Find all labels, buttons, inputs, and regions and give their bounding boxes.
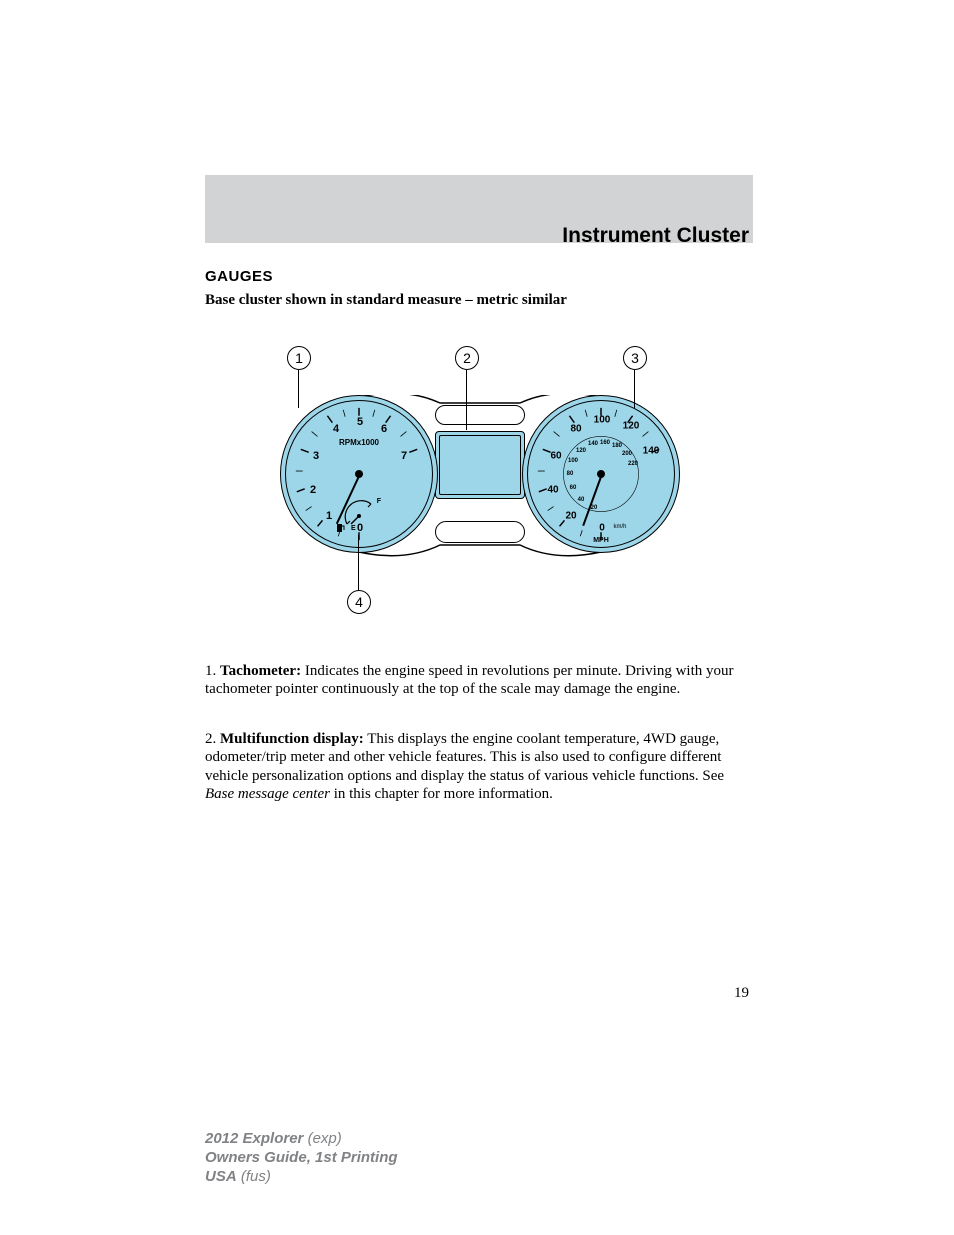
fuel-gauge: F E	[339, 494, 379, 534]
mph-label: MPH	[593, 537, 609, 544]
tach-num-4: 4	[333, 423, 339, 435]
kmh-label: km/h	[613, 524, 626, 530]
kmh-100: 100	[568, 458, 578, 464]
mph-60: 60	[550, 451, 561, 462]
p2-bold: Multifunction display:	[220, 731, 364, 747]
callout-3: 3	[623, 346, 647, 370]
p2-italic: Base message center	[205, 786, 330, 802]
speedo-center	[597, 470, 605, 478]
p1-num: 1.	[205, 663, 220, 679]
footer-line-2: Owners Guide, 1st Printing	[205, 1149, 398, 1168]
multifunction-display	[435, 431, 525, 499]
callout-line-2	[466, 370, 467, 430]
footer-l1-bold: 2012 Explorer	[205, 1130, 303, 1147]
footer-line-1: 2012 Explorer (exp)	[205, 1130, 398, 1149]
tach-num-7: 7	[401, 450, 407, 462]
page-number: 19	[734, 985, 749, 1002]
fuel-pump-icon	[335, 522, 347, 534]
tach-num-3: 3	[313, 450, 319, 462]
bottom-indicator-strip	[435, 521, 525, 543]
footer-l3-rest: (fus)	[237, 1168, 271, 1185]
rpm-label: RPMx1000	[339, 438, 379, 447]
fuel-empty-label: E	[351, 525, 356, 532]
subheading: Base cluster shown in standard measure –…	[205, 292, 567, 309]
tach-num-6: 6	[381, 423, 387, 435]
mph-100: 100	[594, 415, 611, 426]
footer-l3-bold: USA	[205, 1168, 237, 1185]
kmh-20: 20	[591, 505, 598, 511]
footer-l2-bold: Owners Guide, 1st Printing	[205, 1149, 398, 1166]
p2-num: 2.	[205, 731, 220, 747]
p1-bold: Tachometer:	[220, 663, 301, 679]
callout-1: 1	[287, 346, 311, 370]
gauges-heading: GAUGES	[205, 268, 273, 285]
footer-line-3: USA (fus)	[205, 1168, 398, 1187]
mph-20: 20	[565, 511, 576, 522]
kmh-120: 120	[576, 448, 586, 454]
kmh-220: 220	[628, 461, 638, 467]
tachometer-gauge: 0 1 2 3 4 5 6 7 RPMx1000 F E	[280, 395, 438, 553]
top-indicator-strip	[435, 405, 525, 425]
tach-num-5: 5	[357, 416, 363, 428]
center-panel	[440, 413, 520, 541]
tach-num-1: 1	[326, 510, 332, 522]
callout-4: 4	[347, 590, 371, 614]
callout-2: 2	[455, 346, 479, 370]
mph-40: 40	[547, 485, 558, 496]
cluster-body: 0 1 2 3 4 5 6 7 RPMx1000 F E	[275, 395, 685, 560]
kmh-180: 180	[612, 443, 622, 449]
callout-line-4	[358, 535, 359, 590]
paragraph-2: 2. Multifunction display: This displays …	[205, 730, 753, 803]
callout-line-1	[298, 370, 299, 408]
instrument-cluster-diagram: 1 2 3 4	[275, 340, 685, 620]
tach-center	[355, 470, 363, 478]
callout-line-3	[634, 370, 635, 408]
mph-80: 80	[570, 424, 581, 435]
p2-text-b: in this chapter for more information.	[330, 786, 553, 802]
kmh-200: 200	[622, 451, 632, 457]
tach-num-2: 2	[310, 484, 316, 496]
footer-l1-rest: (exp)	[303, 1130, 341, 1147]
mph-0: 0	[599, 523, 605, 534]
fuel-full-label: F	[377, 498, 381, 505]
mph-120: 120	[623, 421, 640, 432]
section-title: Instrument Cluster	[562, 224, 749, 248]
paragraph-1: 1. Tachometer: Indicates the engine spee…	[205, 662, 753, 699]
kmh-160: 160	[600, 440, 610, 446]
kmh-80: 80	[567, 471, 574, 477]
footer: 2012 Explorer (exp) Owners Guide, 1st Pr…	[205, 1130, 398, 1186]
kmh-60: 60	[570, 485, 577, 491]
lcd-inner-frame	[439, 435, 521, 495]
speedometer-gauge: 0 20 40 60 80 100 120 140 20 40 60 80 10…	[522, 395, 680, 553]
kmh-40: 40	[578, 497, 585, 503]
kmh-140: 140	[588, 441, 598, 447]
mph-140: 140	[643, 446, 660, 457]
